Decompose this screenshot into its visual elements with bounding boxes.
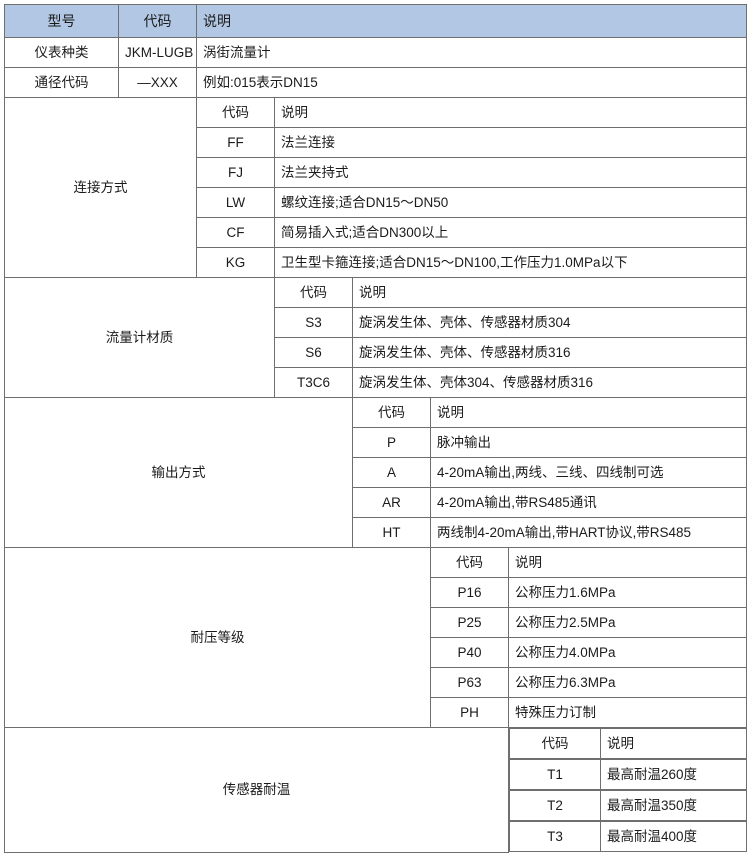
table-row: 仪表种类 JKM-LUGB 涡街流量计 xyxy=(4,37,748,68)
code-cell-a: A xyxy=(352,457,431,488)
row-code-instrument-type: JKM-LUGB xyxy=(118,37,197,68)
table-row: T2 最高耐温350度 xyxy=(5,790,747,821)
subheader-code-connection: 代码 xyxy=(196,97,275,128)
row-desc-instrument-type: 涡街流量计 xyxy=(195,37,748,68)
header-cell-code: 代码 xyxy=(118,4,197,38)
code-cell-cf: CF xyxy=(196,217,275,248)
code-cell-t2: T2 xyxy=(509,790,601,821)
table-row: LW 螺纹连接;适合DN15～DN50 xyxy=(5,187,748,218)
desc-cell-p16: 公称压力1.6MPa xyxy=(507,577,748,608)
table-row: 耐压等级 代码 说明 xyxy=(4,547,748,728)
specification-table-container: 型号 代码 说明 仪表种类 JKM-LUGB 涡街流量计 通径代码 —XXX 例… xyxy=(0,4,750,855)
code-cell-t3c6: T3C6 xyxy=(274,367,353,398)
table-row: 传感器耐温 代码 说明 xyxy=(4,727,747,853)
table-row: 流量计材质 代码 说明 xyxy=(4,277,748,398)
table-row: PH 特殊压力订制 xyxy=(5,697,748,728)
table-row: T3C6 旋涡发生体、壳体304、传感器材质316 xyxy=(5,367,748,398)
code-cell-s3: S3 xyxy=(274,307,353,338)
desc-cell-cf: 简易插入式;适合DN300以上 xyxy=(273,217,748,248)
table-row: CF 简易插入式;适合DN300以上 xyxy=(5,217,748,248)
row-wrapper-t1: T1 最高耐温260度 xyxy=(508,759,747,790)
table-row: P16 公称压力1.6MPa xyxy=(5,577,748,608)
code-cell-p16: P16 xyxy=(430,577,509,608)
subheader-code-pressure: 代码 xyxy=(430,547,509,578)
code-cell-ph: PH xyxy=(430,697,509,728)
table-row: KG 卫生型卡箍连接;适合DN15～DN100,工作压力1.0MPa以下 xyxy=(5,247,748,278)
table-row: T3 最高耐温400度 xyxy=(5,821,747,852)
code-cell-p40: P40 xyxy=(430,637,509,668)
header-cell-model: 型号 xyxy=(4,4,119,38)
section-label-meter-material: 流量计材质 xyxy=(4,277,275,398)
desc-cell-ff: 法兰连接 xyxy=(273,127,748,158)
desc-cell-t1: 最高耐温260度 xyxy=(600,759,747,790)
row-wrapper-t3: T3 最高耐温400度 xyxy=(508,821,747,852)
desc-cell-ph: 特殊压力订制 xyxy=(507,697,748,728)
section-label-connection-type: 连接方式 xyxy=(4,97,197,278)
code-cell-ar: AR xyxy=(352,487,431,518)
desc-cell-t3c6: 旋涡发生体、壳体304、传感器材质316 xyxy=(351,367,748,398)
table-row: S6 旋涡发生体、壳体、传感器材质316 xyxy=(5,337,748,368)
desc-cell-p40: 公称压力4.0MPa xyxy=(507,637,748,668)
table-row: A 4-20mA输出,两线、三线、四线制可选 xyxy=(5,457,748,488)
table-row: 连接方式 代码 说明 xyxy=(4,97,748,278)
code-cell-fj: FJ xyxy=(196,157,275,188)
code-cell-p25: P25 xyxy=(430,607,509,638)
table-row: 输出方式 代码 说明 xyxy=(4,397,748,548)
code-cell-ff: FF xyxy=(196,127,275,158)
subheader-desc-temperature: 说明 xyxy=(600,728,747,759)
subheader-desc-output: 说明 xyxy=(429,397,748,428)
table-row: FJ 法兰夹持式 xyxy=(5,157,748,188)
section-label-pressure-rating: 耐压等级 xyxy=(4,547,431,728)
desc-cell-kg: 卫生型卡箍连接;适合DN15～DN100,工作压力1.0MPa以下 xyxy=(273,247,748,278)
section-label-sensor-temperature: 传感器耐温 xyxy=(4,727,509,853)
table-row: P63 公称压力6.3MPa xyxy=(5,667,748,698)
desc-cell-ar: 4-20mA输出,带RS485通讯 xyxy=(429,487,748,518)
code-cell-t3: T3 xyxy=(509,821,601,852)
code-cell-t1: T1 xyxy=(509,759,601,790)
row-wrapper-t2: T2 最高耐温350度 xyxy=(508,790,747,821)
table-row: 通径代码 —XXX 例如:015表示DN15 xyxy=(4,67,748,98)
table-row: AR 4-20mA输出,带RS485通讯 xyxy=(5,487,748,518)
subheader-code-material: 代码 xyxy=(274,277,353,308)
desc-cell-p: 脉冲输出 xyxy=(429,427,748,458)
code-cell-p: P xyxy=(352,427,431,458)
code-cell-kg: KG xyxy=(196,247,275,278)
table-header-row: 型号 代码 说明 xyxy=(4,4,748,38)
table-row: P25 公称压力2.5MPa xyxy=(5,607,748,638)
desc-cell-ht: 两线制4-20mA输出,带HART协议,带RS485 xyxy=(429,517,748,548)
code-cell-ht: HT xyxy=(352,517,431,548)
code-cell-lw: LW xyxy=(196,187,275,218)
model-selection-table: 型号 代码 说明 仪表种类 JKM-LUGB 涡街流量计 通径代码 —XXX 例… xyxy=(4,4,748,853)
desc-cell-p63: 公称压力6.3MPa xyxy=(507,667,748,698)
table-row: HT 两线制4-20mA输出,带HART协议,带RS485 xyxy=(5,517,748,548)
subheader-row-temperature: 代码 说明 xyxy=(508,727,747,759)
code-cell-p63: P63 xyxy=(430,667,509,698)
desc-cell-a: 4-20mA输出,两线、三线、四线制可选 xyxy=(429,457,748,488)
table-row: T1 最高耐温260度 xyxy=(5,759,747,790)
desc-cell-lw: 螺纹连接;适合DN15～DN50 xyxy=(273,187,748,218)
subheader-code-output: 代码 xyxy=(352,397,431,428)
row-label-bore-code: 通径代码 xyxy=(4,67,119,98)
row-desc-bore-code: 例如:015表示DN15 xyxy=(195,67,748,98)
desc-cell-s6: 旋涡发生体、壳体、传感器材质316 xyxy=(351,337,748,368)
table-row: P 脉冲输出 xyxy=(5,427,748,458)
subheader-desc-connection: 说明 xyxy=(273,97,748,128)
desc-cell-t2: 最高耐温350度 xyxy=(600,790,747,821)
header-cell-desc: 说明 xyxy=(195,4,748,38)
subheader-code-temperature: 代码 xyxy=(509,728,601,759)
section-label-output-mode: 输出方式 xyxy=(4,397,353,548)
desc-cell-p25: 公称压力2.5MPa xyxy=(507,607,748,638)
row-code-bore-code: —XXX xyxy=(118,67,197,98)
desc-cell-s3: 旋涡发生体、壳体、传感器材质304 xyxy=(351,307,748,338)
row-label-instrument-type: 仪表种类 xyxy=(4,37,119,68)
subheader-desc-material: 说明 xyxy=(351,277,748,308)
code-cell-s6: S6 xyxy=(274,337,353,368)
subheader-desc-pressure: 说明 xyxy=(507,547,748,578)
desc-cell-t3: 最高耐温400度 xyxy=(600,821,747,852)
desc-cell-fj: 法兰夹持式 xyxy=(273,157,748,188)
